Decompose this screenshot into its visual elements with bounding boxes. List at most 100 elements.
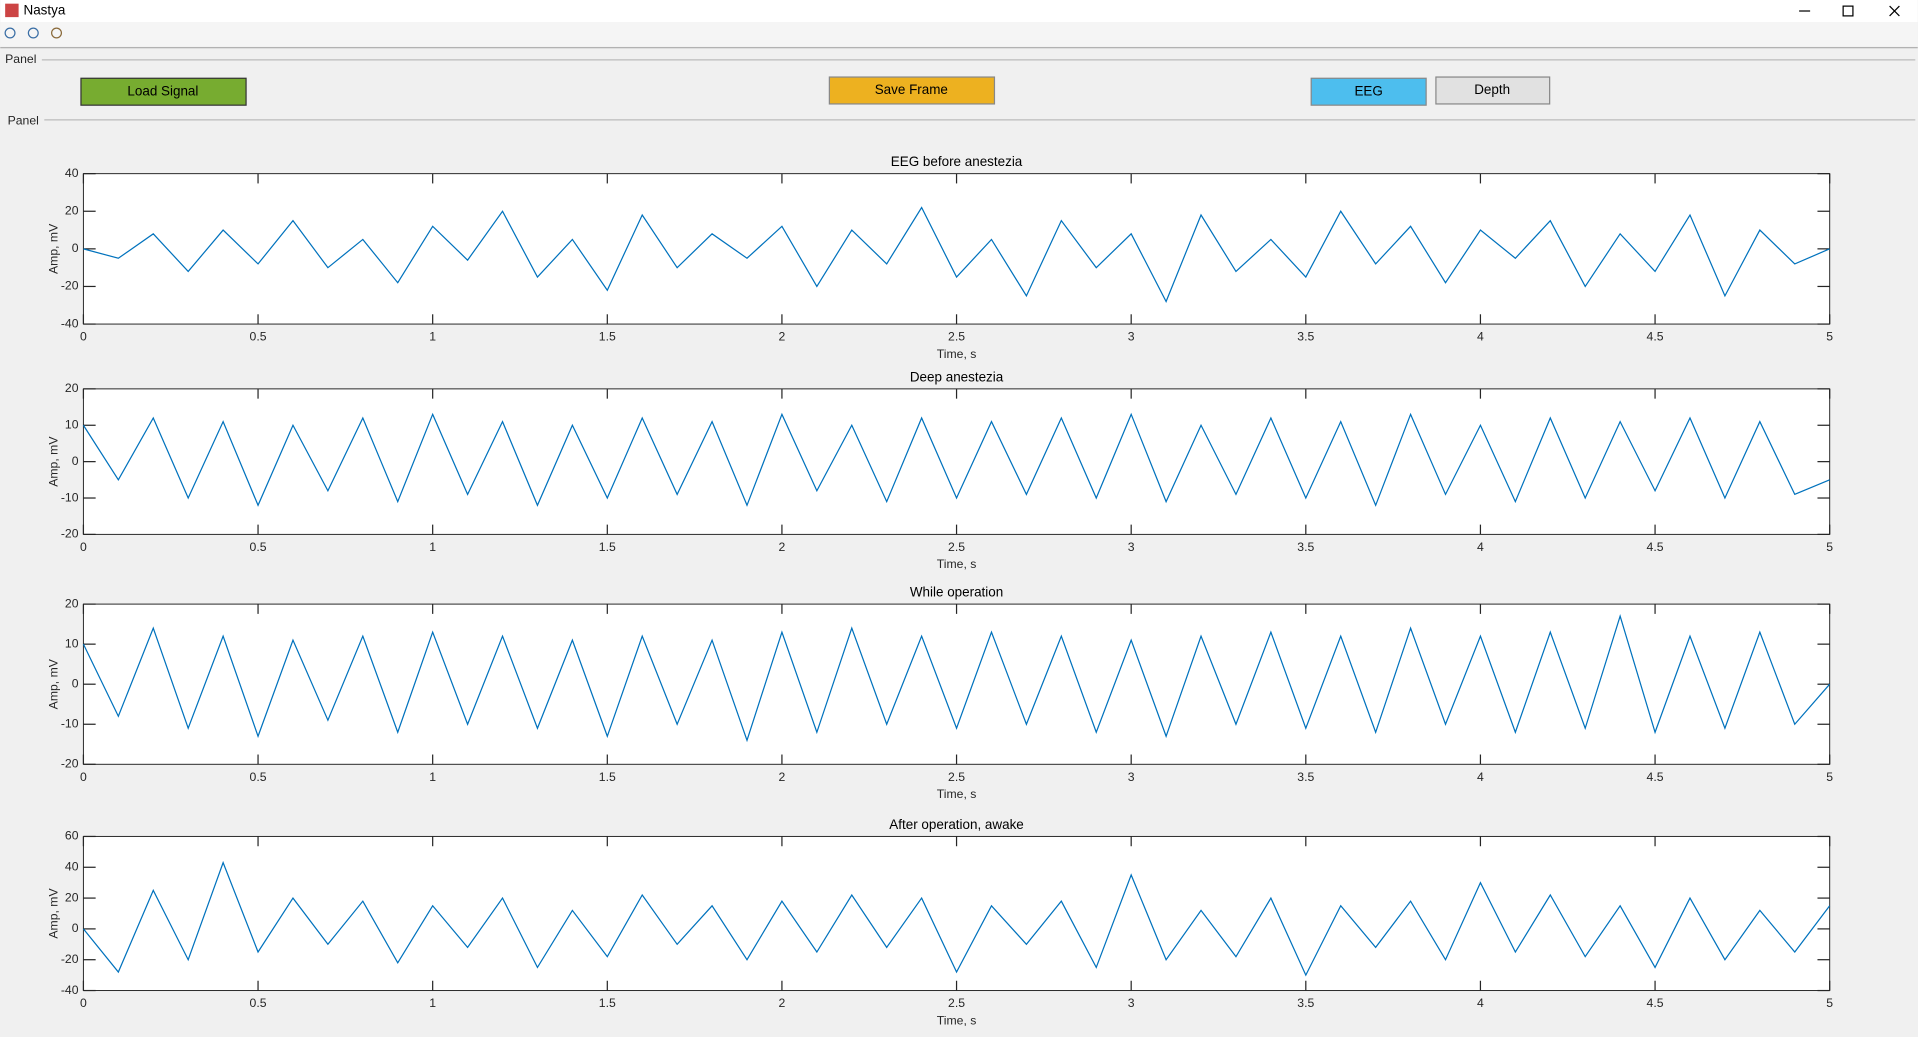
x-tick-label: 0 bbox=[80, 996, 87, 1010]
y-tick-label: 20 bbox=[65, 381, 79, 395]
x-tick-label: 4.5 bbox=[1647, 540, 1664, 554]
pan[interactable] bbox=[51, 27, 63, 39]
zoom-in[interactable] bbox=[4, 27, 16, 39]
x-tick-label: 4.5 bbox=[1647, 996, 1664, 1010]
signal-line bbox=[82, 860, 1831, 977]
y-tick-label: 20 bbox=[65, 596, 79, 610]
y-tick-label: -20 bbox=[61, 527, 79, 541]
title-bar bbox=[0, 0, 1918, 23]
y-tick-label: -40 bbox=[61, 316, 79, 330]
y-tick-label: -20 bbox=[61, 757, 79, 771]
x-tick-label: 4.5 bbox=[1647, 770, 1664, 784]
y-tick-label: 0 bbox=[72, 676, 79, 690]
x-tick-label: 0.5 bbox=[250, 330, 267, 344]
x-tick-label: 3 bbox=[1128, 770, 1135, 784]
x-axis-label: Time, s bbox=[937, 787, 977, 801]
panel-label: Panel bbox=[8, 113, 39, 127]
load-signal-button[interactable] bbox=[80, 77, 247, 106]
x-tick-label: 1.5 bbox=[599, 996, 616, 1010]
x-tick-label: 2.5 bbox=[948, 770, 965, 784]
x-tick-label: 4 bbox=[1477, 330, 1484, 344]
x-tick-label: 2 bbox=[779, 540, 786, 554]
x-tick-label: 1 bbox=[429, 770, 436, 784]
y-axis-label: Amp, mV bbox=[46, 436, 60, 487]
x-tick-label: 4 bbox=[1477, 770, 1484, 784]
y-tick-label: -10 bbox=[61, 716, 79, 730]
x-tick-label: 1.5 bbox=[599, 770, 616, 784]
button-label[interactable]: EEG bbox=[1354, 83, 1382, 98]
toolbar bbox=[0, 22, 1918, 47]
x-tick-label: 0 bbox=[80, 330, 87, 344]
x-tick-label: 3.5 bbox=[1297, 770, 1314, 784]
x-axis-label: Time, s bbox=[937, 1013, 977, 1027]
x-tick-label: 0.5 bbox=[250, 996, 267, 1010]
x-tick-label: 2 bbox=[779, 330, 786, 344]
y-tick-label: 20 bbox=[65, 203, 79, 217]
window-title: Nastya bbox=[23, 3, 65, 18]
restore[interactable] bbox=[1842, 5, 1854, 17]
chart-title: Deep anestezia bbox=[910, 369, 1004, 384]
signal-line bbox=[82, 614, 1831, 743]
y-tick-label: 40 bbox=[65, 859, 79, 873]
x-tick-label: 5 bbox=[1826, 540, 1833, 554]
x-tick-label: 5 bbox=[1826, 770, 1833, 784]
x-tick-label: 2.5 bbox=[948, 996, 965, 1010]
button-label[interactable]: Save Frame bbox=[875, 82, 948, 97]
y-tick-label: 20 bbox=[65, 890, 79, 904]
x-tick-label: 2.5 bbox=[948, 540, 965, 554]
button-label[interactable]: Depth bbox=[1474, 82, 1510, 97]
chart-title: While operation bbox=[910, 585, 1003, 600]
x-tick-label: 4 bbox=[1477, 540, 1484, 554]
zoom-out[interactable] bbox=[27, 27, 39, 39]
y-tick-label: 0 bbox=[72, 454, 79, 468]
x-tick-label: 1 bbox=[429, 540, 436, 554]
plot-area bbox=[82, 835, 1831, 992]
x-tick-label: 4 bbox=[1477, 996, 1484, 1010]
save-frame-button[interactable] bbox=[828, 76, 996, 105]
plot-area bbox=[82, 603, 1831, 765]
chart-title: After operation, awake bbox=[889, 817, 1023, 832]
y-axis-label: Amp, mV bbox=[46, 223, 60, 274]
plot-area bbox=[82, 388, 1831, 535]
y-tick-label: -10 bbox=[61, 490, 79, 504]
app-icon bbox=[5, 3, 19, 18]
chart-title: EEG before anestezia bbox=[891, 154, 1023, 169]
x-tick-label: 3.5 bbox=[1297, 996, 1314, 1010]
signal-line bbox=[83, 206, 1830, 303]
eeg-button[interactable] bbox=[1310, 77, 1427, 106]
y-tick-label: 0 bbox=[72, 241, 79, 255]
x-tick-label: 0.5 bbox=[250, 770, 267, 784]
x-tick-label: 4.5 bbox=[1647, 330, 1664, 344]
y-tick-label: 10 bbox=[65, 417, 79, 431]
x-tick-label: 3.5 bbox=[1297, 540, 1314, 554]
x-tick-label: 3 bbox=[1128, 540, 1135, 554]
x-tick-label: 3 bbox=[1128, 330, 1135, 344]
y-tick-label: -20 bbox=[61, 279, 79, 293]
x-tick-label: 3 bbox=[1128, 996, 1135, 1010]
x-tick-label: 5 bbox=[1826, 996, 1833, 1010]
y-axis-label: Amp, mV bbox=[46, 888, 60, 939]
x-tick-label: 2.5 bbox=[948, 330, 965, 344]
x-tick-label: 1.5 bbox=[599, 540, 616, 554]
y-axis-label: Amp, mV bbox=[46, 658, 60, 709]
y-tick-label: 40 bbox=[65, 166, 79, 180]
x-tick-label: 0.5 bbox=[250, 540, 267, 554]
x-tick-label: 3.5 bbox=[1297, 330, 1314, 344]
button-label[interactable]: Load Signal bbox=[127, 83, 198, 98]
signal-line bbox=[82, 412, 1830, 507]
y-tick-label: 60 bbox=[65, 829, 79, 843]
panel-label: Panel bbox=[5, 52, 36, 66]
x-axis-label: Time, s bbox=[937, 557, 977, 571]
x-tick-label: 1.5 bbox=[599, 330, 616, 344]
x-tick-label: 5 bbox=[1826, 330, 1833, 344]
depth-button[interactable] bbox=[1435, 76, 1551, 105]
x-tick-label: 0 bbox=[80, 540, 87, 554]
y-tick-label: 0 bbox=[72, 921, 79, 935]
x-tick-label: 0 bbox=[80, 770, 87, 784]
close[interactable] bbox=[1889, 5, 1900, 17]
x-tick-label: 1 bbox=[429, 996, 436, 1010]
y-tick-label: -20 bbox=[61, 952, 79, 966]
x-axis-label: Time, s bbox=[937, 347, 977, 361]
